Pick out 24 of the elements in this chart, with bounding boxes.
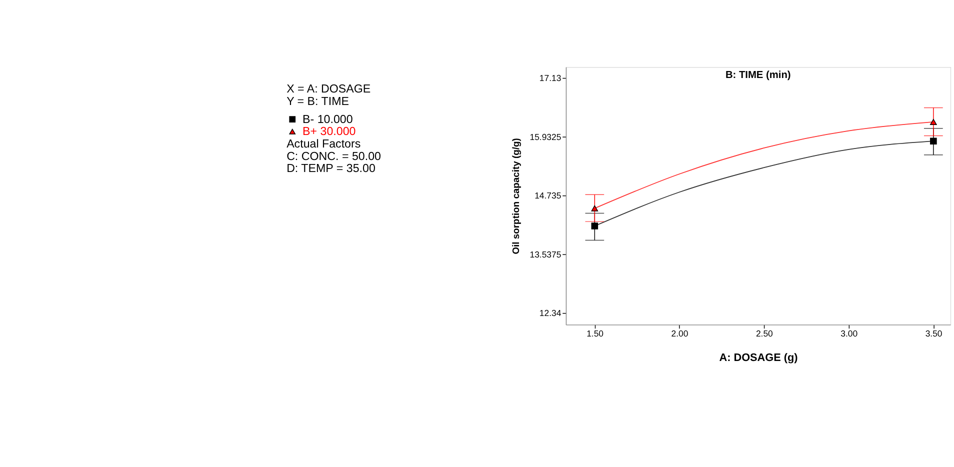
text: X = A: DOSAGE — [286, 82, 371, 96]
y-tick-label: 13.5375 — [530, 249, 562, 260]
point — [930, 138, 937, 145]
text: D: TEMP = 35.00 — [286, 162, 376, 176]
legend-label: B+ 30.000 — [302, 125, 356, 138]
x-tick-label: 2.50 — [756, 328, 774, 339]
y-tick-label: 15.9325 — [530, 132, 562, 142]
x-axis-title: A: DOSAGE (g) — [719, 352, 798, 364]
x-tick-label: 1.50 — [586, 328, 604, 339]
text: C: CONC. = 50.00 — [286, 150, 381, 163]
y-tick-label: 14.735 — [534, 190, 562, 201]
text: Y = B: TIME — [286, 94, 350, 108]
text: Actual Factors — [286, 138, 361, 151]
point — [930, 118, 937, 125]
x-tick-label: 2.00 — [671, 328, 688, 339]
point — [591, 222, 598, 230]
point — [591, 205, 598, 212]
chart-title: B: TIME (min) — [725, 70, 791, 81]
y-tick-label: 17.13 — [539, 73, 562, 84]
legend-label: B- 10.000 — [302, 112, 353, 126]
x-tick-label: 3.50 — [925, 328, 942, 339]
x-tick-label: 3.00 — [840, 328, 858, 339]
y-tick-label: 12.34 — [539, 308, 562, 318]
y-axis-title: Oil sorption capacity (g/g) — [510, 138, 521, 254]
